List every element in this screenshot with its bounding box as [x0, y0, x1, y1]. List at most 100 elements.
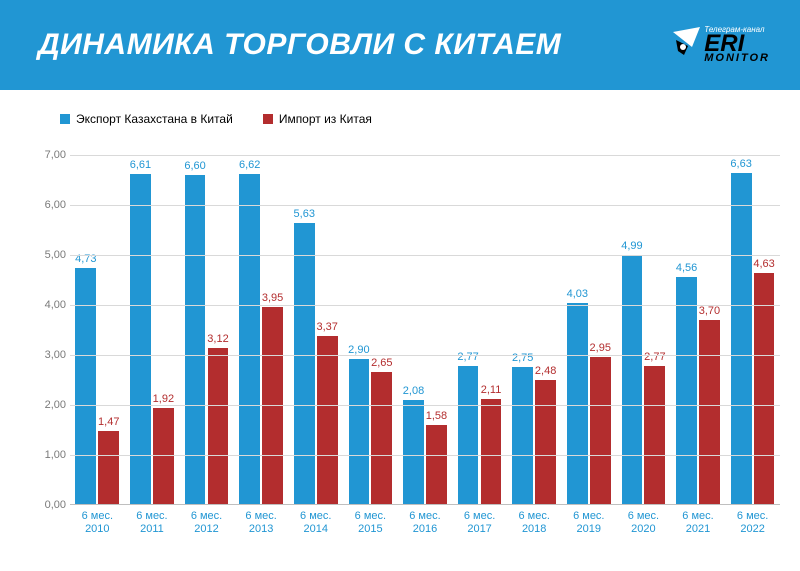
- gridline: [70, 305, 780, 306]
- bar-value-label: 4,03: [567, 288, 588, 300]
- x-tick-line1: 6 мес.: [671, 510, 726, 523]
- x-tick-label: 6 мес.2020: [616, 510, 671, 536]
- legend: Экспорт Казахстана в Китай Импорт из Кит…: [0, 90, 800, 126]
- bar-group: 6,634,636 мес.2022: [725, 155, 780, 504]
- bar-value-label: 5,63: [294, 208, 315, 220]
- x-tick-line1: 6 мес.: [725, 510, 780, 523]
- x-tick-line1: 6 мес.: [452, 510, 507, 523]
- x-tick-line2: 2012: [179, 523, 234, 536]
- x-tick-line2: 2014: [288, 523, 343, 536]
- logo-sub: MONITOR: [704, 53, 770, 64]
- x-tick-line2: 2013: [234, 523, 289, 536]
- bar-value-label: 1,47: [98, 416, 119, 428]
- chart: 4,731,476 мес.20106,611,926 мес.20116,60…: [40, 155, 780, 550]
- bar-value-label: 2,11: [481, 384, 502, 396]
- y-tick-label: 7,00: [40, 149, 66, 161]
- x-tick-label: 6 мес.2011: [125, 510, 180, 536]
- bar-group: 2,772,116 мес.2017: [452, 155, 507, 504]
- x-tick-line2: 2015: [343, 523, 398, 536]
- legend-label: Экспорт Казахстана в Китай: [76, 112, 233, 126]
- legend-swatch: [60, 114, 70, 124]
- bar-value-label: 3,37: [316, 321, 337, 333]
- bar-value-label: 2,65: [371, 357, 392, 369]
- y-tick-label: 5,00: [40, 249, 66, 261]
- header: ДИНАМИКА ТОРГОВЛИ С КИТАЕМ Телеграм-кана…: [0, 0, 800, 90]
- bar-import: 2,95: [590, 357, 611, 504]
- y-tick-label: 0,00: [40, 499, 66, 511]
- bar-import: 3,12: [208, 348, 229, 504]
- gridline: [70, 205, 780, 206]
- bar-import: 2,65: [371, 372, 392, 504]
- bar-group: 5,633,376 мес.2014: [288, 155, 343, 504]
- bar-group: 6,623,956 мес.2013: [234, 155, 289, 504]
- bar-value-label: 4,63: [753, 258, 774, 270]
- bar-export: 4,99: [622, 255, 643, 504]
- bar-import: 2,11: [481, 399, 502, 504]
- bar-export: 4,73: [75, 268, 96, 504]
- bar-value-label: 2,75: [512, 352, 533, 364]
- plot-area: 4,731,476 мес.20106,611,926 мес.20116,60…: [70, 155, 780, 505]
- x-tick-label: 6 мес.2010: [70, 510, 125, 536]
- bar-value-label: 2,08: [403, 385, 424, 397]
- x-tick-line1: 6 мес.: [616, 510, 671, 523]
- bar-value-label: 6,60: [184, 160, 205, 172]
- bar-export: 2,90: [349, 359, 370, 504]
- bar-group: 2,902,656 мес.2015: [343, 155, 398, 504]
- bar-export: 2,75: [512, 367, 533, 504]
- bar-value-label: 3,12: [207, 333, 228, 345]
- bar-group: 4,563,706 мес.2021: [671, 155, 726, 504]
- bar-value-label: 6,63: [730, 158, 751, 170]
- logo: Телеграм-канал ERI MONITOR: [670, 25, 770, 65]
- bar-import: 1,58: [426, 425, 447, 504]
- bar-import: 1,92: [153, 408, 174, 504]
- bar-value-label: 2,77: [644, 351, 665, 363]
- x-tick-label: 6 мес.2021: [671, 510, 726, 536]
- gridline: [70, 155, 780, 156]
- x-tick-line1: 6 мес.: [70, 510, 125, 523]
- bar-groups: 4,731,476 мес.20106,611,926 мес.20116,60…: [70, 155, 780, 504]
- bar-import: 3,37: [317, 336, 338, 504]
- bar-export: 2,08: [403, 400, 424, 504]
- bar-group: 2,081,586 мес.2016: [398, 155, 453, 504]
- gridline: [70, 255, 780, 256]
- x-tick-label: 6 мес.2013: [234, 510, 289, 536]
- logo-main: ERI: [704, 34, 770, 53]
- x-tick-label: 6 мес.2018: [507, 510, 562, 536]
- bar-group: 6,603,126 мес.2012: [179, 155, 234, 504]
- bar-value-label: 2,48: [535, 365, 556, 377]
- legend-item-export: Экспорт Казахстана в Китай: [60, 112, 233, 126]
- x-tick-label: 6 мес.2016: [398, 510, 453, 536]
- bar-value-label: 3,95: [262, 292, 283, 304]
- bar-value-label: 2,77: [457, 351, 478, 363]
- x-tick-line1: 6 мес.: [507, 510, 562, 523]
- x-tick-line1: 6 мес.: [179, 510, 234, 523]
- bar-group: 4,032,956 мес.2019: [561, 155, 616, 504]
- x-tick-line1: 6 мес.: [234, 510, 289, 523]
- x-tick-line1: 6 мес.: [125, 510, 180, 523]
- x-tick-line1: 6 мес.: [343, 510, 398, 523]
- x-tick-line1: 6 мес.: [561, 510, 616, 523]
- bar-value-label: 4,99: [621, 240, 642, 252]
- x-tick-line2: 2022: [725, 523, 780, 536]
- x-tick-label: 6 мес.2014: [288, 510, 343, 536]
- y-tick-label: 1,00: [40, 449, 66, 461]
- x-tick-line2: 2016: [398, 523, 453, 536]
- x-tick-line2: 2019: [561, 523, 616, 536]
- x-tick-line2: 2011: [125, 523, 180, 536]
- x-tick-line1: 6 мес.: [398, 510, 453, 523]
- bar-import: 2,77: [644, 366, 665, 504]
- y-tick-label: 2,00: [40, 399, 66, 411]
- megaphone-icon: [670, 25, 704, 65]
- bar-group: 4,992,776 мес.2020: [616, 155, 671, 504]
- bar-group: 4,731,476 мес.2010: [70, 155, 125, 504]
- bar-export: 5,63: [294, 223, 315, 504]
- legend-label: Импорт из Китая: [279, 112, 372, 126]
- x-tick-label: 6 мес.2012: [179, 510, 234, 536]
- bar-import: 4,63: [754, 273, 775, 504]
- bar-group: 6,611,926 мес.2011: [125, 155, 180, 504]
- x-tick-line2: 2018: [507, 523, 562, 536]
- bar-value-label: 6,61: [130, 159, 151, 171]
- x-tick-line2: 2010: [70, 523, 125, 536]
- bar-value-label: 3,70: [699, 305, 720, 317]
- bar-import: 3,70: [699, 320, 720, 504]
